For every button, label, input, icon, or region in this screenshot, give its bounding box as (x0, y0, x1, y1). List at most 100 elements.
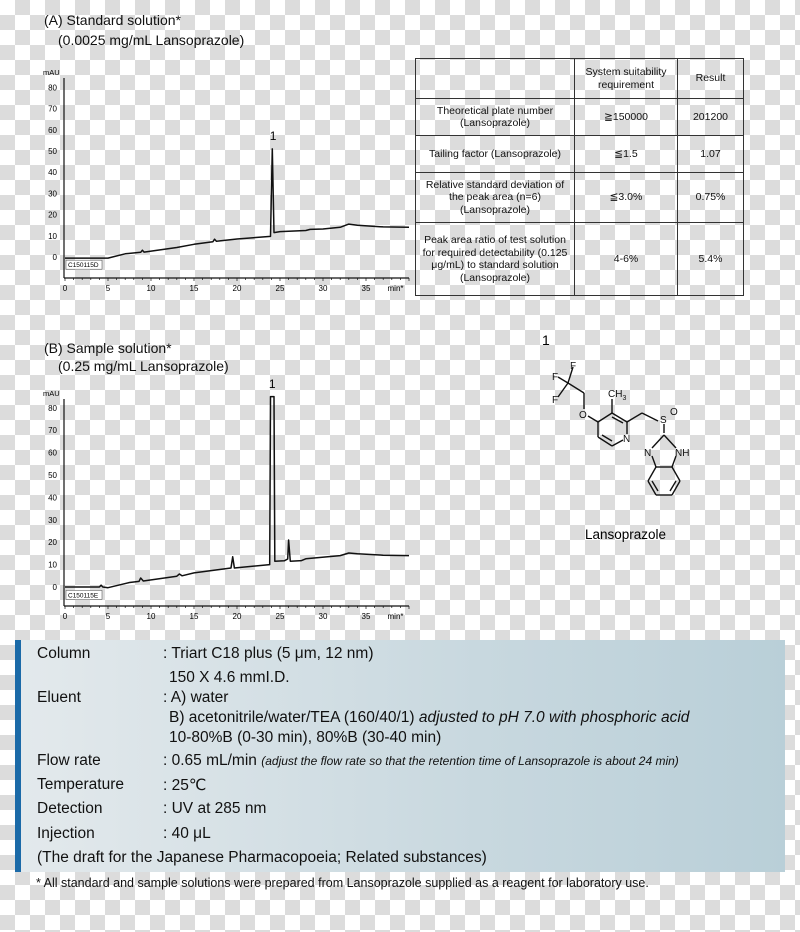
y-tick-label: 50 (48, 147, 57, 156)
injection-value: : 40 μL (163, 825, 211, 842)
atom-f: F (552, 395, 558, 406)
table-cell: Theoretical plate number (Lansoprazole) (415, 98, 575, 136)
suitability-table: System suitability requirement Result Th… (415, 58, 744, 296)
column-dimensions: 150 X 4.6 mmI.D. (169, 669, 290, 686)
y-axis-label: mAU (43, 389, 60, 398)
y-tick-label: 60 (48, 449, 57, 458)
atom-f: F (570, 361, 576, 372)
column-value: : Triart C18 plus (5 μm, 12 nm) (163, 645, 374, 662)
table-header-cell: System suitability requirement (574, 58, 678, 99)
panel-b-title: (B) Sample solution* (44, 340, 172, 356)
atom-n: N (623, 434, 630, 445)
eluent-gradient: 10-80%B (0-30 min), 80%B (30-40 min) (169, 729, 442, 746)
chromatogram-trace (65, 148, 410, 259)
sample-id-box (65, 590, 103, 600)
table-cell: Tailing factor (Lansoprazole) (415, 135, 575, 173)
table-row: Relative standard deviation of the peak … (415, 172, 744, 223)
footnote: * All standard and sample solutions were… (36, 876, 649, 890)
peak-label: 1 (270, 129, 277, 143)
conditions-box: Column : Triart C18 plus (5 μm, 12 nm) 1… (15, 640, 785, 872)
y-tick-label: 60 (48, 126, 57, 135)
temperature-label: Temperature (37, 776, 125, 793)
table-header-cell (415, 58, 575, 99)
flow-value: : 0.65 mL/min (adjust the flow rate so t… (163, 752, 679, 769)
y-tick-label: 80 (48, 83, 57, 92)
sample-id-box (65, 259, 103, 270)
table-cell: Peak area ratio of test solution for req… (415, 222, 575, 296)
atom-nh: NH (675, 448, 689, 459)
temperature-value: : 25℃ (163, 777, 207, 794)
chromatogram-trace (65, 395, 410, 589)
table-row: Peak area ratio of test solution for req… (415, 222, 744, 296)
atom-ch3: CH3 (608, 389, 626, 402)
table-cell: 5.4% (677, 222, 744, 296)
table-cell: ≦3.0% (574, 172, 678, 223)
table-row: Tailing factor (Lansoprazole) ≦1.5 1.07 (415, 135, 744, 173)
panel-a-subtitle: (0.0025 mg/mL Lansoprazole) (58, 32, 245, 48)
y-tick-label: 80 (48, 404, 57, 413)
atom-o: O (579, 410, 587, 421)
y-tick-label: 50 (48, 471, 57, 480)
column-label: Column (37, 645, 91, 662)
table-cell: ≦1.5 (574, 135, 678, 173)
sample-id: C150115D (68, 262, 99, 269)
y-axis-label: mAU (43, 68, 60, 77)
panel-a-title: (A) Standard solution* (44, 12, 181, 28)
y-tick-label: 0 (53, 583, 58, 592)
x-tick-label: 5 (106, 284, 111, 293)
y-tick-label: 40 (48, 168, 57, 177)
x-tick-label: 20 (233, 284, 242, 293)
flow-label: Flow rate (37, 752, 101, 769)
table-header-cell: Result (677, 58, 744, 99)
y-tick-label: 30 (48, 516, 57, 525)
x-tick-label: 15 (190, 284, 199, 293)
y-tick-label: 0 (53, 253, 58, 262)
structure-number: 1 (542, 332, 550, 348)
injection-label: Injection (37, 825, 95, 842)
peak-label: 1 (269, 377, 276, 391)
y-tick-label: 20 (48, 211, 57, 220)
x-tick-label: 15 (190, 612, 199, 621)
x-tick-label: 0 (63, 284, 68, 293)
x-tick-label: 25 (276, 284, 285, 293)
structure-name: Lansoprazole (585, 527, 666, 542)
x-tick-label: 10 (147, 612, 156, 621)
atom-f: F (552, 372, 558, 383)
x-tick-label: 30 (319, 612, 328, 621)
x-tick-label: 35 (362, 612, 371, 621)
x-tick-label: 5 (106, 612, 111, 621)
x-tick-label: 0 (63, 612, 68, 621)
eluent-a: : A) water (163, 689, 229, 706)
x-tick-label: 20 (233, 612, 242, 621)
x-tick-label: 10 (147, 284, 156, 293)
table-header-row: System suitability requirement Result (415, 58, 744, 99)
structure-bonds (557, 366, 681, 496)
lansoprazole-structure: 1 F F F O CH3 N S O N NH Lansoprazole (542, 332, 689, 542)
atom-n: N (644, 448, 651, 459)
x-tick-label: 25 (276, 612, 285, 621)
table-cell: 201200 (677, 98, 744, 136)
detection-label: Detection (37, 800, 103, 817)
chromatogram-a: mAU 80 70 60 50 40 30 20 10 0 0 5 10 15 20 25 30 35 min* C1… (43, 68, 410, 293)
y-tick-label: 40 (48, 493, 57, 502)
table-cell: 1.07 (677, 135, 744, 173)
atom-s: S (660, 415, 667, 426)
detection-value: : UV at 285 nm (163, 800, 267, 817)
y-tick-label: 20 (48, 538, 57, 547)
source-note: (The draft for the Japanese Pharmacopoei… (37, 849, 487, 866)
table-cell: 0.75% (677, 172, 744, 223)
table-row: Theoretical plate number (Lansoprazole) … (415, 98, 744, 136)
eluent-label: Eluent (37, 689, 81, 706)
table-cell: 4-6% (574, 222, 678, 296)
table-cell: ≧150000 (574, 98, 678, 136)
x-axis-label: min* (388, 284, 404, 293)
y-tick-label: 70 (48, 105, 57, 114)
x-tick-label: 35 (362, 284, 371, 293)
y-tick-label: 10 (48, 561, 57, 570)
x-axis-label: min* (388, 612, 404, 621)
atom-o: O (670, 407, 678, 418)
x-tick-label: 30 (319, 284, 328, 293)
panel-b-subtitle: (0.25 mg/mL Lansoprazole) (58, 358, 229, 374)
y-tick-label: 70 (48, 426, 57, 435)
eluent-b: B) acetonitrile/water/TEA (160/40/1) adj… (169, 709, 690, 726)
